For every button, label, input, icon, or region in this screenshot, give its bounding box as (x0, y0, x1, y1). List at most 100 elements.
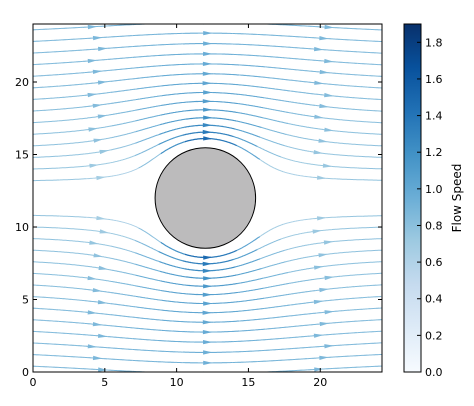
streamline-segment (257, 359, 283, 363)
streamline-segment (159, 261, 185, 270)
streamline-segment (212, 100, 239, 105)
streamline-segment (283, 218, 310, 225)
streamline-segment (33, 108, 59, 112)
streamline-segment (58, 239, 85, 243)
streamline-segment (290, 323, 317, 328)
streamline-segment (341, 285, 367, 289)
streamline-arrow (202, 123, 213, 128)
x-tick-label: 20 (313, 376, 327, 389)
streamline-segment (33, 284, 59, 288)
streamline-segment (238, 103, 264, 109)
streamline-segment (110, 314, 137, 319)
streamline-segment (288, 112, 315, 118)
streamline-segment (161, 73, 188, 77)
streamline-segment (107, 35, 133, 38)
streamline-arrow (319, 321, 330, 327)
streamline-segment (160, 289, 187, 295)
streamline-arrow (203, 90, 213, 95)
streamline-arrow (87, 24, 98, 30)
streamline-segment (58, 26, 83, 30)
streamline-segment (132, 359, 158, 363)
streamline-segment (257, 44, 283, 48)
streamline-segment (160, 110, 187, 116)
streamline-segment (58, 309, 85, 313)
streamline-segment (335, 154, 362, 157)
streamline-segment (135, 104, 162, 111)
streamline-segment (159, 118, 186, 126)
streamline-segment (264, 97, 290, 103)
streamline-segment (58, 72, 85, 76)
streamline-segment (213, 310, 239, 314)
streamline-arrow (202, 81, 213, 86)
streamline-arrow (319, 103, 329, 109)
colorbar-tick-label: 0.0 (425, 366, 443, 379)
streamline-arrow (313, 299, 324, 305)
streamline-arrow (203, 51, 213, 56)
streamline-segment (157, 32, 183, 35)
streamline-segment (265, 66, 291, 70)
streamline-segment (368, 319, 382, 321)
streamline-segment (110, 88, 136, 93)
streamline-segment (58, 251, 85, 255)
streamline-segment (135, 306, 162, 311)
colorbar: 0.0 0.2 0.4 0.6 0.8 1.0 1.2 1.4 1.6 1.8 Flow Spee… (403, 23, 464, 379)
streamline-segment (157, 371, 159, 372)
streamline-segment (135, 316, 162, 321)
streamline-arrow (87, 58, 98, 64)
streamline-segment (160, 280, 187, 286)
streamline-segment (363, 249, 382, 252)
streamline-segment (161, 92, 188, 97)
streamline-segment (264, 315, 291, 320)
streamline-segment (265, 326, 291, 330)
streamline-segment (233, 136, 258, 147)
streamline-segment (340, 119, 367, 123)
x-tick-label: 5 (101, 376, 108, 389)
streamline-segment (238, 307, 265, 312)
streamline-segment (365, 132, 382, 135)
streamline-arrow (202, 61, 213, 66)
streamline-segment (57, 60, 83, 64)
streamline-segment (33, 354, 59, 357)
streamline-segment (161, 329, 188, 333)
streamline-segment (109, 120, 136, 127)
streamline-segment (367, 307, 382, 310)
colorbar-tick-label: 0.6 (425, 256, 443, 269)
streamline-segment (135, 274, 161, 282)
colorbar-tick-label: 1.8 (425, 36, 443, 49)
streamline-segment (110, 232, 136, 241)
streamline-arrow (97, 80, 108, 85)
streamline-segment (58, 286, 85, 290)
streamline-segment (110, 67, 137, 71)
streamline-arrow (202, 261, 213, 267)
streamline-segment (357, 353, 382, 357)
streamline-segment (107, 369, 133, 372)
streamline-segment (332, 61, 358, 64)
streamline-arrow (319, 36, 329, 41)
streamline-segment (161, 309, 188, 313)
streamline-segment (253, 24, 258, 25)
streamline-segment (367, 86, 382, 89)
streamline-segment (263, 107, 290, 114)
streamline-segment (290, 312, 317, 317)
streamline-segment (33, 249, 59, 253)
streamline-segment (58, 320, 85, 324)
streamline-arrow (92, 288, 103, 293)
streamline-segment (232, 360, 258, 364)
streamline-segment (236, 267, 262, 276)
streamline-segment (361, 155, 382, 158)
streamline-segment (157, 24, 159, 25)
streamline-segment (282, 335, 308, 339)
streamline-segment (366, 121, 382, 124)
streamline-segment (341, 96, 368, 100)
colorbar-tick-label: 0.8 (425, 219, 443, 232)
streamline-arrow (89, 240, 99, 245)
streamline-segment (211, 249, 238, 258)
colorbar-tick-label: 1.6 (425, 73, 443, 86)
streamline-segment (253, 371, 258, 372)
streamline-segment (341, 107, 367, 111)
streamline-arrow (203, 276, 213, 281)
streamline-segment (357, 28, 382, 31)
streamline-arrow (96, 215, 106, 221)
streamline-segment (135, 95, 162, 101)
streamline-arrow (98, 333, 108, 338)
